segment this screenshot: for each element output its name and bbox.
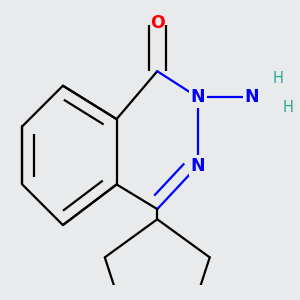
Text: N: N (190, 157, 205, 175)
Text: H: H (283, 100, 293, 115)
Text: H: H (272, 71, 283, 86)
Text: O: O (150, 14, 165, 32)
Text: N: N (244, 88, 259, 106)
Text: N: N (190, 88, 205, 106)
